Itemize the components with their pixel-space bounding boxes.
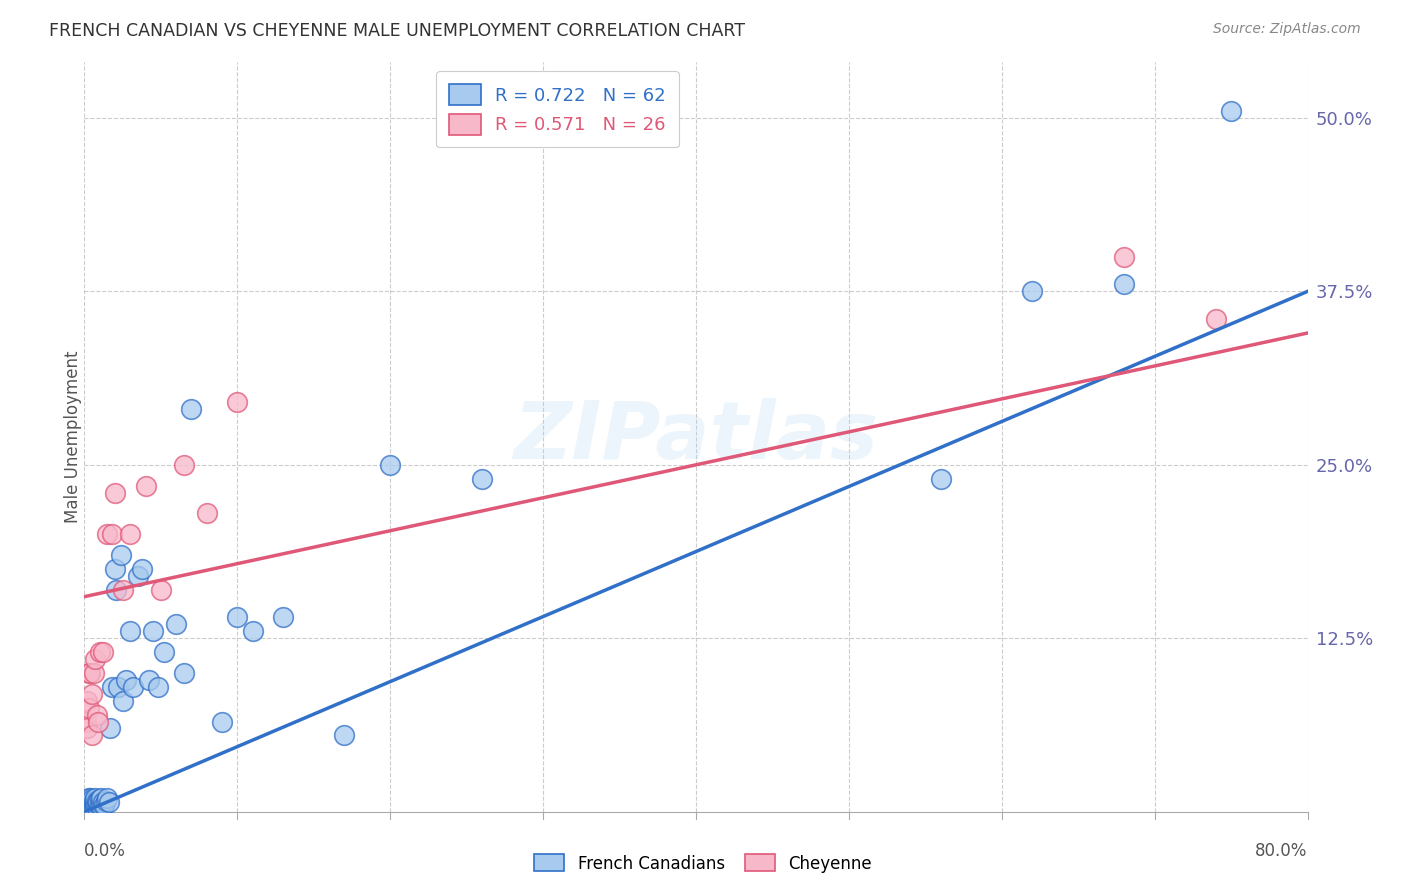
Point [77,795,100,809]
Point [75,714,97,729]
Point [76,797,98,812]
Point [86,794,108,808]
Point [120,624,142,639]
Point [77,665,100,680]
Text: 80.0%: 80.0% [1256,842,1308,860]
Point [80,728,103,742]
Text: ZIPatlas: ZIPatlas [513,398,879,476]
Point [149,582,172,597]
Point [96,527,118,541]
Point [111,694,134,708]
Point [86,797,108,811]
Legend: R = 0.722   N = 62, R = 0.571   N = 26: R = 0.722 N = 62, R = 0.571 N = 26 [436,71,679,147]
Point [1021,285,1043,299]
Point [77,794,100,808]
Point [242,624,264,639]
Point [90,797,112,811]
Point [173,665,195,680]
Point [271,610,294,624]
Point [75,795,97,809]
Point [76,722,98,736]
Point [76,794,98,808]
Legend: French Canadians, Cheyenne: French Canadians, Cheyenne [527,847,879,880]
Point [122,680,145,694]
Point [1220,103,1243,118]
Point [127,569,149,583]
Point [83,665,105,680]
Point [93,797,115,812]
Point [146,680,169,694]
Point [87,795,110,809]
Text: Source: ZipAtlas.com: Source: ZipAtlas.com [1213,22,1361,37]
Point [380,458,402,472]
Point [104,485,127,500]
Text: 0.0%: 0.0% [84,842,127,860]
Point [94,794,117,808]
Point [77,797,100,812]
Point [84,790,107,805]
Point [80,687,103,701]
Point [84,797,107,812]
Point [173,458,195,472]
Point [87,714,110,729]
Point [120,527,142,541]
Point [98,722,121,736]
Point [89,797,111,812]
Point [153,645,176,659]
Point [84,795,107,809]
Point [79,790,101,805]
Point [83,794,105,808]
Point [142,624,165,639]
Point [195,507,218,521]
Point [135,478,157,492]
Point [80,795,103,809]
Point [86,707,108,722]
Point [76,694,98,708]
Point [165,617,187,632]
Point [226,610,249,624]
Point [138,673,160,687]
Point [79,797,101,812]
Point [1205,312,1227,326]
Point [80,792,103,806]
Point [91,795,114,809]
Text: FRENCH CANADIAN VS CHEYENNE MALE UNEMPLOYMENT CORRELATION CHART: FRENCH CANADIAN VS CHEYENNE MALE UNEMPLO… [49,22,745,40]
Point [84,652,107,666]
Point [77,700,100,714]
Point [105,582,128,597]
Point [79,794,101,808]
Point [333,728,356,742]
Point [111,582,134,597]
Point [226,395,249,409]
Point [83,797,105,811]
Point [211,714,233,729]
Point [929,472,952,486]
Point [131,562,153,576]
Point [180,402,202,417]
Point [97,795,120,809]
Point [1114,250,1136,264]
Point [101,680,124,694]
Point [96,790,118,805]
Point [114,673,136,687]
Point [75,797,97,812]
Point [91,645,114,659]
Point [471,472,494,486]
Point [107,680,129,694]
Point [110,548,132,562]
Point [1114,277,1136,292]
Y-axis label: Male Unemployment: Male Unemployment [65,351,82,524]
Point [90,790,112,805]
Point [77,790,100,805]
Point [80,797,103,812]
Point [101,527,124,541]
Point [76,795,98,809]
Point [79,665,101,680]
Point [104,562,127,576]
Point [89,792,111,806]
Point [89,645,111,659]
